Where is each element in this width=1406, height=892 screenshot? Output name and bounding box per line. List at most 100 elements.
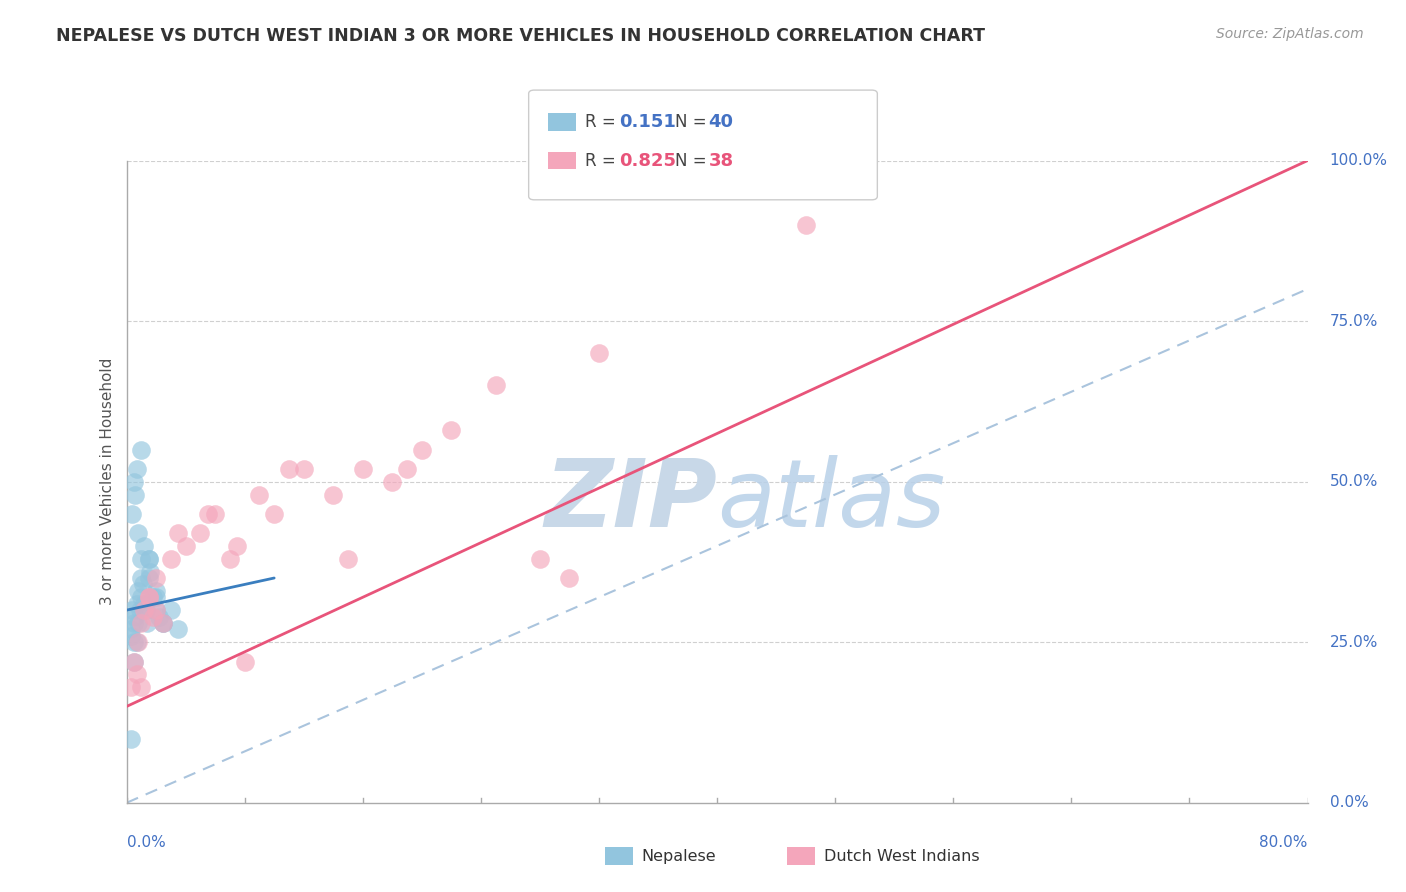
Point: [188, 526, 211, 541]
Point: [129, 571, 153, 585]
Point: [127, 583, 149, 598]
Point: [160, 603, 183, 617]
Text: 75.0%: 75.0%: [1330, 314, 1378, 328]
Point: [411, 442, 433, 457]
Point: [121, 507, 143, 521]
Point: [122, 615, 145, 630]
Y-axis label: 3 or more Vehicles in Household: 3 or more Vehicles in Household: [100, 358, 115, 606]
Point: [138, 571, 160, 585]
Point: [142, 609, 165, 624]
Point: [132, 577, 155, 591]
Point: [292, 462, 315, 476]
Point: [125, 462, 148, 476]
Point: [145, 571, 167, 585]
Point: [128, 603, 150, 617]
Text: N =: N =: [675, 113, 711, 131]
Point: [322, 487, 344, 501]
Text: N =: N =: [675, 152, 711, 169]
Text: 0.0%: 0.0%: [1330, 796, 1368, 810]
Text: Dutch West Indians: Dutch West Indians: [824, 849, 980, 863]
Point: [247, 487, 270, 501]
Point: [233, 655, 256, 669]
Text: Nepalese: Nepalese: [641, 849, 716, 863]
Point: [160, 551, 183, 566]
Text: 38: 38: [709, 152, 734, 169]
Point: [152, 615, 174, 630]
Point: [134, 603, 156, 617]
Point: [129, 615, 153, 630]
Text: NEPALESE VS DUTCH WEST INDIAN 3 OR MORE VEHICLES IN HOUSEHOLD CORRELATION CHART: NEPALESE VS DUTCH WEST INDIAN 3 OR MORE …: [56, 27, 986, 45]
Point: [440, 423, 463, 437]
Point: [122, 475, 145, 489]
Point: [125, 667, 148, 681]
Point: [396, 462, 419, 476]
Point: [529, 551, 551, 566]
Point: [138, 591, 160, 605]
Point: [125, 635, 148, 649]
Text: ZIP: ZIP: [544, 455, 717, 547]
Point: [174, 539, 197, 553]
Text: R =: R =: [585, 113, 621, 131]
Text: atlas: atlas: [717, 456, 945, 547]
Point: [122, 635, 145, 649]
Point: [148, 609, 170, 624]
Point: [129, 591, 153, 605]
Text: 80.0%: 80.0%: [1260, 835, 1308, 850]
Point: [794, 218, 817, 232]
Point: [129, 680, 153, 694]
Point: [142, 591, 165, 605]
Point: [134, 539, 156, 553]
Point: [127, 526, 149, 541]
Text: R =: R =: [585, 152, 621, 169]
Point: [588, 346, 610, 360]
Point: [129, 551, 153, 566]
Text: 100.0%: 100.0%: [1330, 153, 1388, 168]
Point: [204, 507, 226, 521]
Point: [135, 603, 157, 617]
Point: [167, 623, 190, 637]
Point: [121, 603, 143, 617]
Point: [136, 615, 159, 630]
Point: [381, 475, 404, 489]
Point: [124, 487, 146, 501]
Point: [145, 603, 167, 617]
Point: [120, 629, 142, 643]
Text: Source: ZipAtlas.com: Source: ZipAtlas.com: [1216, 27, 1364, 41]
Point: [226, 539, 249, 553]
Text: 0.151: 0.151: [619, 113, 675, 131]
Text: 0.825: 0.825: [619, 152, 676, 169]
Point: [197, 507, 219, 521]
Point: [138, 551, 160, 566]
Text: 50.0%: 50.0%: [1330, 475, 1378, 489]
Point: [138, 591, 160, 605]
Text: 40: 40: [709, 113, 734, 131]
Point: [122, 655, 145, 669]
Point: [120, 731, 142, 746]
Point: [145, 603, 167, 617]
Point: [127, 635, 149, 649]
Point: [145, 583, 167, 598]
Point: [484, 378, 508, 392]
Point: [124, 609, 146, 624]
Point: [122, 655, 145, 669]
Text: 25.0%: 25.0%: [1330, 635, 1378, 649]
Point: [218, 551, 242, 566]
Point: [167, 526, 190, 541]
Point: [337, 551, 360, 566]
Point: [120, 623, 142, 637]
Point: [145, 591, 167, 605]
Point: [134, 597, 156, 611]
Point: [152, 615, 174, 630]
Point: [263, 507, 285, 521]
Point: [558, 571, 581, 585]
Text: 0.0%: 0.0%: [127, 835, 166, 850]
Point: [278, 462, 301, 476]
Point: [152, 615, 174, 630]
Point: [352, 462, 374, 476]
Point: [120, 680, 142, 694]
Point: [139, 565, 162, 579]
Point: [127, 615, 149, 630]
Point: [125, 597, 148, 611]
Point: [138, 551, 160, 566]
Point: [129, 442, 153, 457]
